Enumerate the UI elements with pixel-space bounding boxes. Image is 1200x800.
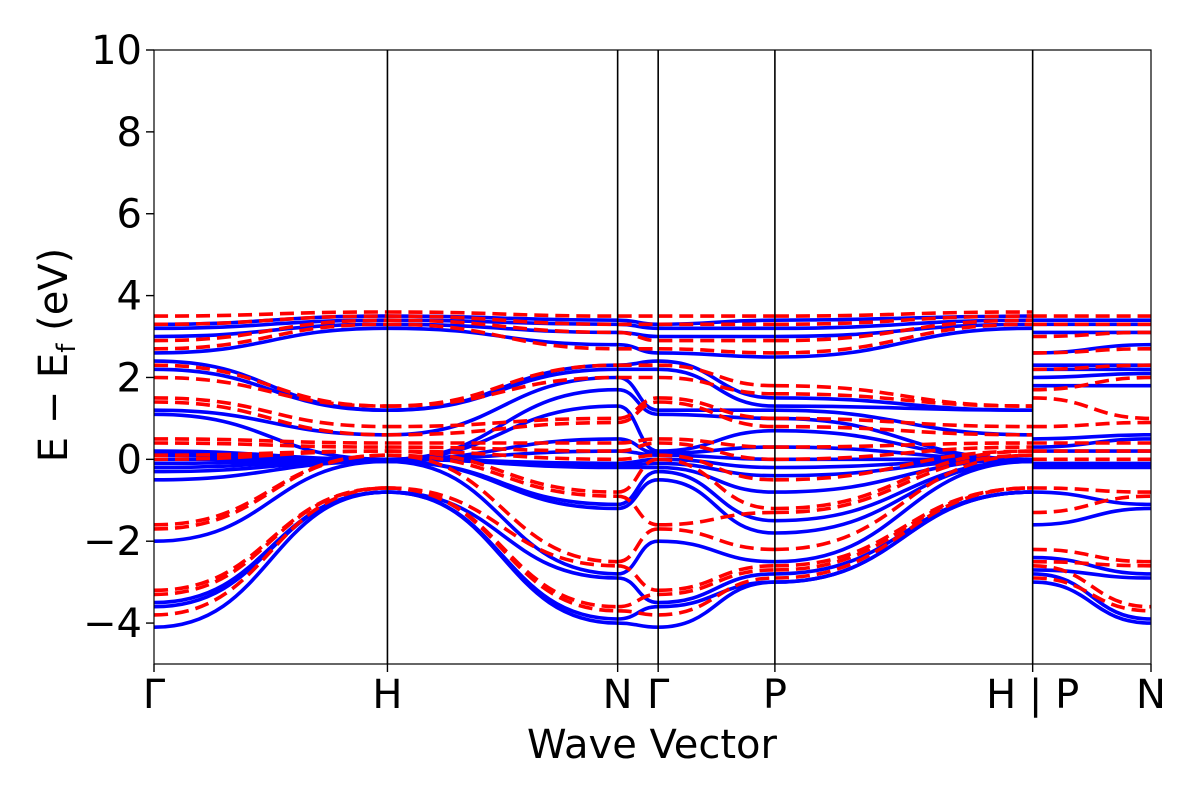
dashed-band-8 <box>153 441 1151 462</box>
solid-band-4 <box>153 459 1152 576</box>
kpoint-label-2: H <box>372 672 402 718</box>
y-tick-label: 10 <box>91 28 142 74</box>
solid-band-15 <box>153 367 1151 412</box>
solid-band-17 <box>153 326 1152 359</box>
y-axis-label-main: E − E <box>31 353 77 463</box>
solid-band-16 <box>153 359 1151 412</box>
kpoint-label-4: Γ <box>647 672 670 718</box>
dashed-band-1 <box>153 486 1152 617</box>
dashed-band-13 <box>153 363 1152 408</box>
dashed-band-6 <box>153 449 1152 511</box>
dashed-band-7 <box>153 449 1151 482</box>
dashed-band-12 <box>153 375 1152 408</box>
plot-frame <box>153 49 1152 665</box>
dashed-band-10 <box>153 400 1152 437</box>
y-tick-label: −4 <box>83 601 142 647</box>
dashed-band-3 <box>153 486 1152 593</box>
kpoint-label-5: P <box>763 672 787 718</box>
bands-layer <box>153 310 1152 629</box>
dashed-band-16 <box>153 314 1151 327</box>
solid-band-6 <box>153 459 1152 523</box>
y-ticks: −4 −2 0 2 4 6 8 10 <box>83 28 154 647</box>
solid-band-14 <box>153 371 1152 437</box>
y-tick-label: −2 <box>83 519 142 565</box>
dashed-band-9 <box>153 437 1151 449</box>
kpoint-label-3: N <box>603 672 633 718</box>
dashed-band-5 <box>153 453 1152 527</box>
kpoint-label-6: H | P <box>986 672 1079 718</box>
solid-band-13 <box>153 383 1151 462</box>
y-tick-label: 0 <box>117 437 142 483</box>
dashed-band-15 <box>153 318 1152 343</box>
solid-band-19 <box>153 318 1151 331</box>
y-tick-label: 2 <box>117 355 142 401</box>
y-tick-label: 8 <box>117 110 142 156</box>
dashed-band-11 <box>153 396 1152 429</box>
solid-band-5 <box>153 459 1152 535</box>
dashed-band-4 <box>153 453 1152 564</box>
y-tick-label: 6 <box>117 192 142 238</box>
kpoint-label-1: Γ <box>143 672 166 718</box>
dashed-band-14 <box>153 322 1152 355</box>
kpoint-lines <box>386 50 1034 664</box>
kpoint-label-7: N <box>1136 672 1166 718</box>
dashed-band-17 <box>153 310 1151 318</box>
x-axis-label: Wave Vector <box>527 722 778 768</box>
y-axis-label-unit: (eV) <box>31 248 77 344</box>
y-axis-label-subscript: f <box>52 343 82 353</box>
y-axis-label: E − Ef (eV) <box>31 248 82 463</box>
solid-band-9 <box>154 457 1151 470</box>
y-tick-label: 4 <box>117 274 142 320</box>
solid-band-3 <box>153 490 1152 605</box>
